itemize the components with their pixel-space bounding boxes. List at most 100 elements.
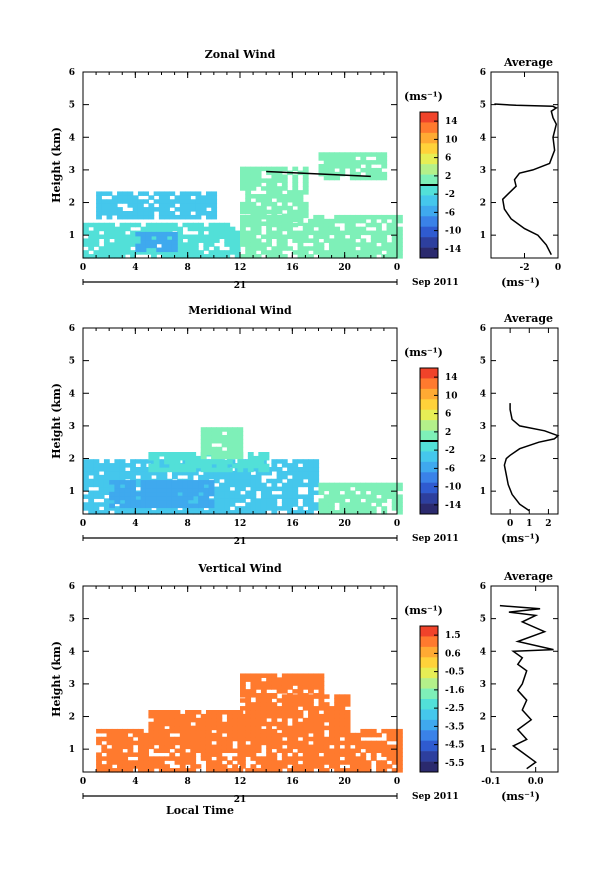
- heatmap-cell: [143, 211, 150, 216]
- heatmap-cell: [148, 725, 155, 731]
- heatmap-cell: [232, 728, 238, 734]
- heatmap-cell: [323, 160, 330, 165]
- heatmap-cell: [250, 744, 257, 750]
- heatmap-cell: [211, 732, 218, 738]
- heatmap-cell: [328, 506, 335, 511]
- heatmap-cell: [370, 498, 377, 503]
- heatmap-cell: [250, 693, 257, 698]
- heatmap-cell: [151, 483, 157, 489]
- heatmap-cell: [281, 502, 288, 507]
- heatmap-cell: [250, 713, 257, 719]
- heatmap-cell: [240, 713, 246, 719]
- heatmap-cell: [328, 717, 335, 723]
- heatmap-cell: [250, 170, 257, 176]
- heatmap-cell: [308, 218, 314, 224]
- heatmap-cell: [205, 459, 212, 465]
- heatmap-cell: [140, 250, 147, 255]
- heatmap-cell: [135, 247, 142, 253]
- heatmap-cell: [109, 498, 115, 503]
- heatmap-cell: [140, 247, 147, 253]
- heatmap-cell: [174, 725, 181, 731]
- heatmap-cell: [349, 226, 356, 232]
- heatmap-cells: [96, 673, 403, 773]
- colorbar-swatch: [420, 636, 438, 648]
- heatmap-cell: [198, 222, 204, 228]
- heatmap-cell: [211, 725, 218, 731]
- heatmap-cell: [260, 698, 267, 703]
- heatmap-cell: [148, 764, 155, 769]
- heatmap-cell: [263, 452, 270, 457]
- heatmap-cell: [148, 467, 155, 473]
- heatmap-cell: [240, 725, 246, 731]
- heatmap-cell: [287, 760, 293, 765]
- heatmap-cell: [271, 250, 278, 255]
- heatmap-cell: [313, 230, 320, 236]
- heatmap-cell: [334, 694, 341, 699]
- heatmap-cell: [391, 736, 398, 742]
- heatmap-cell: [245, 732, 252, 738]
- heatmap-cell: [245, 238, 252, 243]
- heatmap-cell: [245, 174, 252, 179]
- heatmap-cell: [339, 706, 346, 711]
- heatmap-cell: [205, 713, 212, 719]
- heatmap-cell: [190, 752, 197, 757]
- heatmap-cell: [237, 454, 244, 460]
- heatmap-cell: [292, 174, 299, 179]
- heatmap-cell: [216, 710, 223, 715]
- heatmap-cell: [205, 744, 212, 750]
- heatmap-cell: [98, 486, 105, 492]
- heatmap-cell: [297, 238, 304, 243]
- heatmap-cell: [302, 498, 309, 503]
- heatmap-cell: [318, 748, 325, 754]
- heatmap-cell: [216, 454, 223, 460]
- heatmap-cell: [114, 474, 121, 480]
- heatmap-cell: [83, 482, 89, 488]
- heatmap-cell: [255, 205, 262, 211]
- heatmap-cell: [292, 201, 299, 207]
- heatmap-cell: [237, 446, 244, 452]
- heatmap-cell: [308, 226, 314, 232]
- heatmap-cell: [328, 760, 335, 765]
- heatmap-cell: [318, 498, 325, 503]
- heatmap-cell: [130, 506, 136, 511]
- heatmap-cell: [266, 710, 272, 715]
- heatmap-cell: [349, 740, 356, 746]
- heatmap-cell: [93, 242, 100, 247]
- heatmap-cell: [397, 744, 403, 750]
- heatmap-cell: [234, 486, 241, 492]
- heatmap-cell: [103, 502, 110, 507]
- heatmap-cell: [397, 254, 403, 259]
- heatmap-cell: [263, 455, 270, 461]
- heatmap-cell: [266, 201, 272, 207]
- profile-line: [494, 103, 558, 256]
- heatmap-cell: [226, 710, 233, 715]
- heatmap-cell: [195, 199, 202, 204]
- heatmap-cell: [192, 483, 199, 489]
- heatmap-cell: [187, 483, 194, 489]
- heatmap-cell: [292, 760, 299, 765]
- heatmap-cell: [313, 459, 320, 464]
- heatmap-cell: [276, 706, 283, 711]
- colorbar-swatch: [420, 388, 438, 400]
- heatmap-cell: [297, 693, 304, 698]
- heatmap-cell: [292, 230, 299, 236]
- heatmap-cell: [323, 736, 330, 742]
- heatmap-cell: [276, 725, 283, 731]
- heatmap-cell: [276, 713, 283, 719]
- heatmap-cell: [260, 490, 267, 496]
- heatmap-cell: [213, 222, 220, 228]
- heatmap-cell: [216, 752, 223, 757]
- heatmap-cell: [247, 455, 254, 461]
- heatmap-cell: [103, 486, 110, 492]
- heatmap-cell: [103, 463, 110, 468]
- heatmap-cell: [179, 768, 186, 773]
- heatmap-cell: [313, 736, 320, 742]
- heatmap-cell: [169, 728, 176, 734]
- heatmap-cell: [318, 698, 325, 703]
- heatmap-cell: [271, 246, 278, 251]
- colorbar-tick-label: -10: [445, 227, 461, 237]
- heatmap-cell: [208, 238, 215, 243]
- heatmap-cell: [111, 728, 118, 734]
- heatmap-cell: [177, 487, 184, 493]
- heatmap-cell: [103, 226, 110, 232]
